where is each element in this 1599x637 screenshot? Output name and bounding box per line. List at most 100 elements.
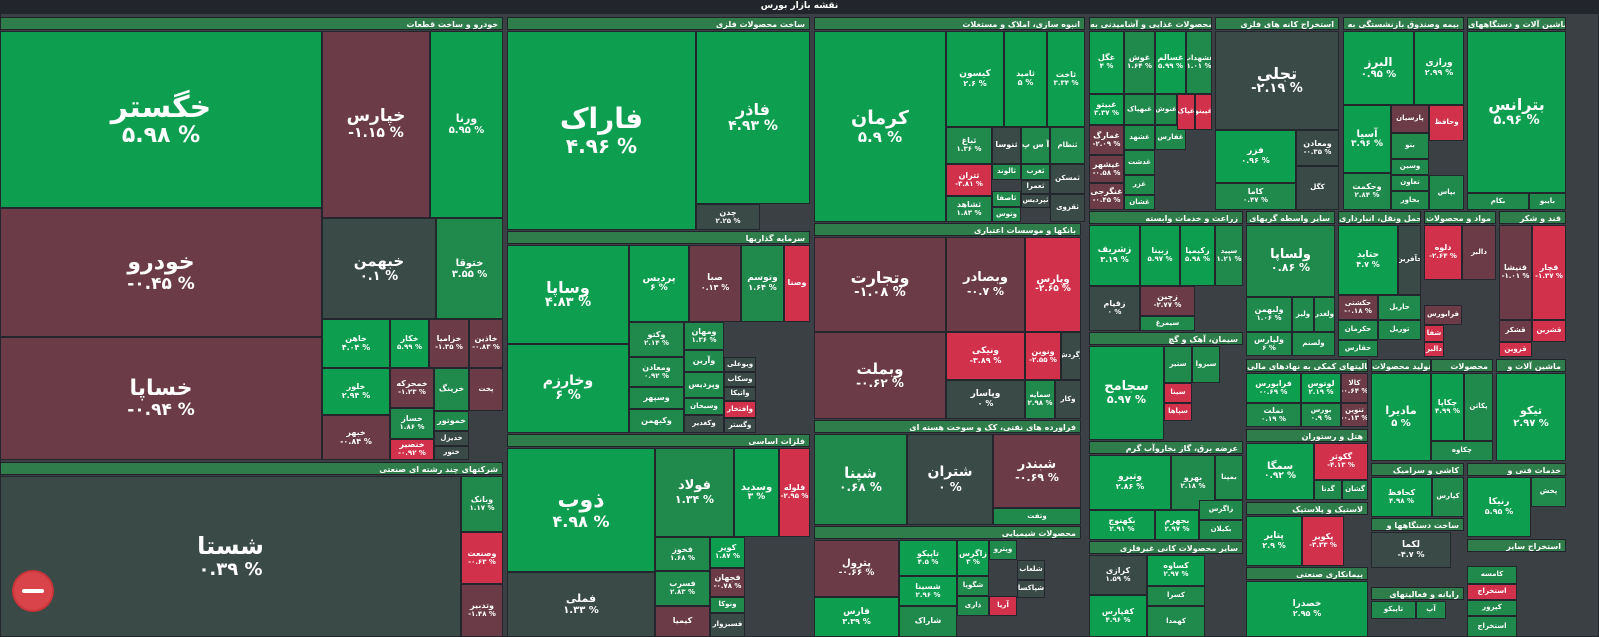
stock-tile[interactable]: ثالوند [992, 164, 1021, 180]
stock-tile[interactable]: وکبهمن [629, 409, 684, 433]
stock-tile[interactable]: وتجارت -۱.۰۸ % [814, 237, 946, 332]
stock-tile[interactable]: شپاکسا [1017, 580, 1045, 598]
stock-tile[interactable]: سپید ۱.۲۱ % [1215, 225, 1243, 286]
stock-tile[interactable]: ذوب ۴.۹۸ % [507, 448, 655, 572]
stock-tile[interactable]: پکویر -۳.۳۳ % [1302, 516, 1344, 566]
stock-tile[interactable]: وسبحان [684, 398, 724, 415]
stock-tile[interactable]: ولبهمن ۱.۰۶ % [1246, 297, 1292, 332]
stock-tile[interactable]: وسدید ۳ % [734, 448, 779, 537]
stock-tile[interactable]: وبصادر -۰.۷ % [946, 237, 1025, 332]
stock-tile[interactable]: ثنوسا [992, 127, 1021, 164]
stock-tile[interactable]: ثپردیس [1021, 194, 1050, 208]
stock-tile[interactable]: سمایه ۲.۹۸ % [1025, 380, 1055, 419]
stock-tile[interactable]: فخوز ۱.۶۸ % [655, 537, 710, 571]
stock-tile[interactable]: پارسیان [1391, 105, 1429, 133]
stock-tile[interactable]: کهمدا [1147, 606, 1205, 637]
stock-tile[interactable]: دالبر [1462, 225, 1496, 280]
stock-tile[interactable]: تجلی -۲.۱۹ % [1215, 31, 1339, 130]
stock-tile[interactable]: وساپا ۴.۸۳ % [507, 245, 629, 344]
stock-tile[interactable]: خصدرا ۲.۹۵ % [1246, 581, 1368, 637]
stock-tile[interactable]: فرابورس [1424, 305, 1462, 325]
stock-tile[interactable]: تیکو ۲.۹۷ % [1496, 373, 1566, 461]
stock-tile[interactable]: کپارس [1432, 477, 1464, 517]
stock-tile[interactable]: فسبزوار [710, 613, 745, 637]
stock-tile[interactable]: ختور [434, 446, 469, 460]
stock-tile[interactable]: خساپا -۰.۹۴ % [0, 337, 322, 460]
stock-tile[interactable]: توریل [1378, 320, 1421, 340]
stock-tile[interactable]: فسرب ۲.۸۳ % [655, 571, 710, 606]
stock-tile[interactable]: سپاها [1164, 403, 1192, 421]
stock-tile[interactable]: فجهان -۰.۷۸ % [710, 568, 745, 597]
stock-tile[interactable]: تملت ۰.۱۹ % [1246, 403, 1301, 427]
stock-tile[interactable]: غنوش [1155, 94, 1177, 125]
stock-tile[interactable]: وسپهر [629, 387, 684, 409]
stock-tile[interactable]: کویر ۱.۸۷ % [710, 537, 745, 568]
stock-tile[interactable]: آ س پ [1021, 127, 1050, 164]
stock-tile[interactable]: خپارس -۱.۱۵ % [322, 31, 430, 218]
stock-tile[interactable]: وتدبیر -۱.۴۸ % [461, 584, 503, 637]
stock-tile[interactable]: صبا ۰.۱۳ % [689, 245, 741, 322]
stock-tile[interactable]: غدشت [1124, 150, 1155, 175]
stock-tile[interactable]: لکما -۴.۷ % [1371, 532, 1451, 568]
stock-tile[interactable]: وبانک ۱.۱۷ % [461, 476, 503, 532]
stock-tile[interactable]: آپ [1416, 601, 1446, 619]
stock-tile[interactable]: وگستر [724, 418, 756, 433]
stock-tile[interactable]: ثامید ۵ % [1004, 31, 1047, 127]
stock-tile[interactable]: وگردش [1061, 332, 1081, 380]
stock-tile[interactable]: کگل [1296, 166, 1339, 210]
stock-tile[interactable]: وکغدیر [684, 415, 724, 433]
stock-tile[interactable]: وتوسم ۱.۶۴ % [741, 245, 784, 322]
stock-tile[interactable]: خکار ۵.۹۹ % [390, 319, 429, 368]
stock-tile[interactable]: تاپیکو [1371, 601, 1416, 619]
stock-tile[interactable]: حآفرین [1398, 225, 1421, 295]
stock-tile[interactable]: آسیا ۳.۹۶ % [1343, 105, 1391, 173]
stock-tile[interactable]: خدیزل [434, 431, 469, 446]
stock-tile[interactable]: ثعمرا [1021, 180, 1050, 194]
stock-tile[interactable]: فولاد ۱.۳۴ % [655, 448, 734, 537]
stock-tile[interactable]: ونوکا [710, 597, 745, 613]
stock-tile[interactable]: وافتخار [724, 401, 756, 418]
stock-tile[interactable]: وتیرو ۲.۸۶ % [1089, 455, 1171, 510]
stock-tile[interactable]: سجامح ۵.۹۷ % [1089, 346, 1164, 440]
stock-tile[interactable]: ولصنم [1292, 332, 1335, 356]
stock-tile[interactable]: بنو [1391, 133, 1429, 159]
stock-tile[interactable]: خنصیر -۰.۹۲ % [390, 439, 434, 460]
stock-tile[interactable]: زکیمیا ۵.۹۸ % [1180, 225, 1215, 286]
stock-tile[interactable]: بکام [1467, 193, 1529, 210]
stock-tile[interactable]: وپاسار ۰ % [946, 380, 1025, 419]
stock-tile[interactable]: بجهرم ۲.۹۷ % [1155, 510, 1199, 540]
stock-tile[interactable]: شفا [1424, 325, 1444, 342]
stock-tile[interactable]: شسینا ۲.۹۶ % [899, 576, 957, 606]
stock-tile[interactable]: کیسون ۲.۶ % [946, 31, 1004, 127]
stock-tile[interactable]: تنوین -۰.۱۳ % [1341, 403, 1368, 427]
stock-tile[interactable]: ثمسکن [1050, 164, 1085, 194]
stock-tile[interactable]: گدنا [1314, 480, 1342, 500]
stock-tile[interactable]: غوش ۱.۶۴ % [1124, 31, 1155, 94]
stock-tile[interactable]: کپرور [1467, 600, 1517, 616]
stock-tile[interactable]: قزوین [1499, 342, 1532, 357]
stock-tile[interactable]: وپردیس [684, 372, 724, 398]
stock-tile[interactable]: زشریف ۳.۱۹ % [1089, 225, 1140, 286]
stock-tile[interactable]: ثشاهد ۱.۸۳ % [946, 196, 992, 222]
stock-tile[interactable]: فملی ۱.۳۳ % [507, 572, 655, 637]
stock-tile[interactable]: قشرین [1532, 320, 1566, 342]
stock-tile[interactable]: خبهمن ۰.۱ % [322, 218, 436, 319]
stock-tile[interactable]: فاراک ۴.۹۶ % [507, 31, 696, 230]
stock-tile[interactable]: وحافظ [1429, 105, 1464, 141]
stock-tile[interactable]: وپترو [989, 540, 1017, 560]
stock-tile[interactable]: غیشهر -۰.۵۸ % [1089, 155, 1124, 183]
stock-tile[interactable]: ولیز [1292, 297, 1314, 332]
stock-tile[interactable]: استخراج [1467, 616, 1517, 637]
stock-tile[interactable]: وکار [1055, 380, 1081, 419]
stock-tile[interactable]: وصنعت -۰.۶۳ % [461, 532, 503, 584]
stock-tile[interactable]: غشهد [1124, 125, 1155, 150]
stock-tile[interactable]: ثقزوی [1050, 194, 1085, 222]
stock-tile[interactable]: کاما ۰.۴۷ % [1215, 183, 1296, 210]
stock-tile[interactable]: خاهن ۴.۰۴ % [322, 319, 390, 368]
stock-tile[interactable]: زقیام ۰ % [1089, 286, 1140, 331]
stock-tile[interactable]: سمگا ۰.۹۲ % [1246, 443, 1314, 500]
stock-tile[interactable]: پتایر ۲.۹ % [1246, 516, 1302, 566]
stock-tile[interactable]: غشهداب۱.۰۱ % [1186, 31, 1212, 94]
stock-tile[interactable]: ثاخت ۳.۳۴ % [1047, 31, 1085, 127]
stock-tile[interactable]: غپاک [1177, 94, 1195, 130]
